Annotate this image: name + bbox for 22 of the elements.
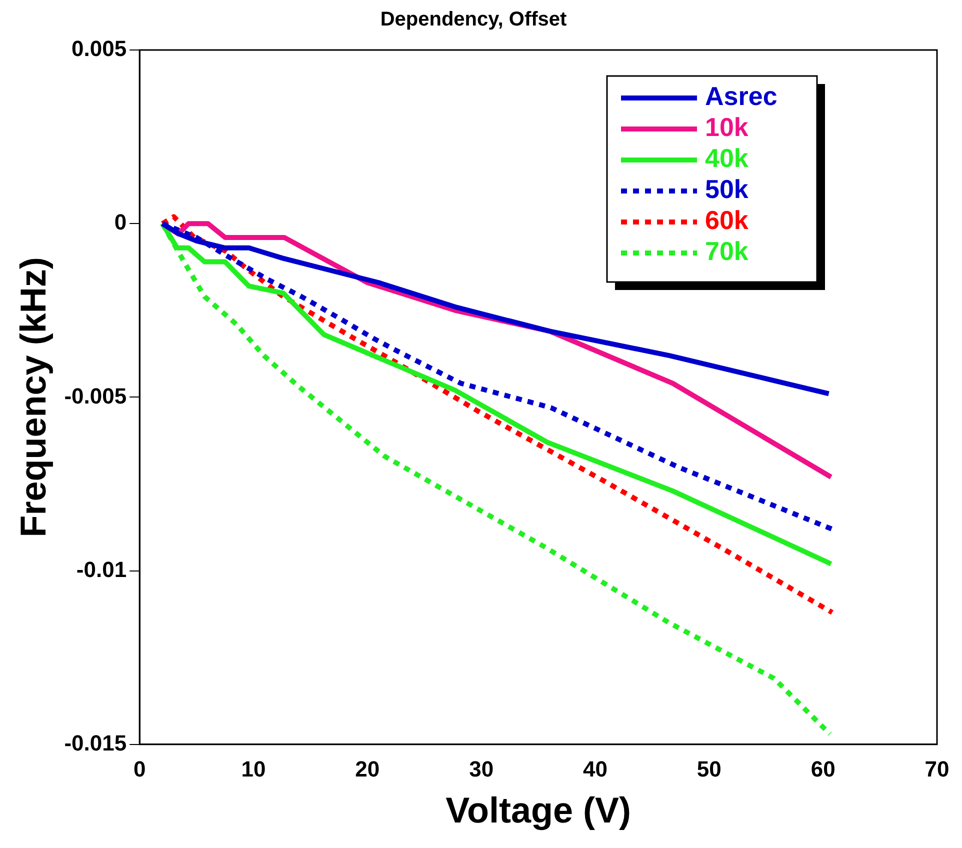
y-tick-label: 0 bbox=[114, 210, 127, 235]
x-tick-label: 50 bbox=[696, 756, 722, 782]
y-axis-title: Frequency (kHz) bbox=[12, 257, 54, 538]
legend-label: 70k bbox=[705, 236, 749, 266]
legend-label: 40k bbox=[705, 143, 749, 174]
legend-label: 10k bbox=[705, 112, 749, 142]
x-tick-label: 40 bbox=[583, 756, 608, 782]
y-tick-label: -0.01 bbox=[76, 556, 127, 582]
x-tick-label: 30 bbox=[469, 756, 494, 782]
x-axis-title: Voltage (V) bbox=[446, 789, 631, 830]
x-tick-label: 20 bbox=[355, 756, 380, 782]
y-tick-label: -0.015 bbox=[64, 730, 127, 756]
legend-label: 60k bbox=[705, 205, 749, 236]
x-tick-label: 70 bbox=[924, 756, 950, 782]
x-tick-label: 0 bbox=[133, 756, 146, 782]
chart-title: Dependency, Offset bbox=[380, 8, 568, 31]
x-tick-label: 60 bbox=[810, 756, 836, 782]
legend-label: 50k bbox=[705, 174, 749, 204]
x-tick-label: 10 bbox=[241, 756, 266, 782]
y-tick-label: -0.005 bbox=[64, 383, 127, 408]
y-tick-label: 0.005 bbox=[72, 36, 127, 62]
legend-label: Asrec bbox=[705, 81, 778, 112]
